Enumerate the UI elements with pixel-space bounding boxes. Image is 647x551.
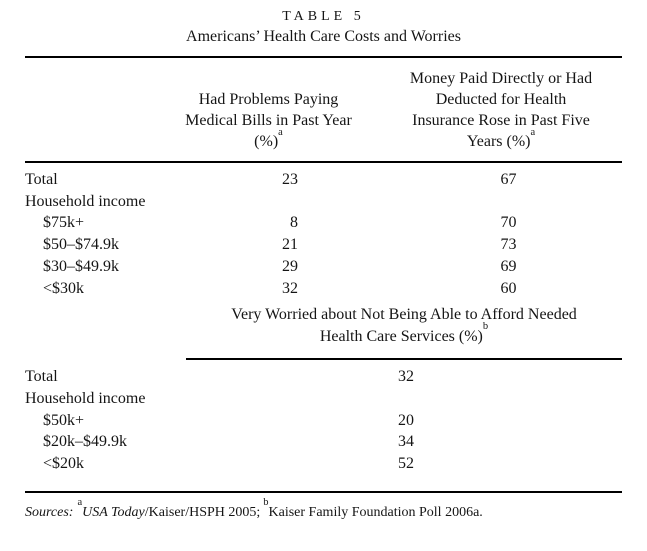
cell-value: 52 bbox=[398, 455, 414, 473]
cell-value: 73 bbox=[500, 236, 517, 254]
table-row: $30–$49.9k 29 69 bbox=[25, 256, 622, 278]
cell-value: 67 bbox=[500, 171, 517, 188]
table-row: Household income bbox=[25, 191, 622, 213]
source-a-title: USA Today bbox=[82, 504, 145, 520]
table-title: Americans’ Health Care Costs and Worries bbox=[186, 28, 461, 45]
row-label: Household income bbox=[25, 192, 146, 210]
cell-value: 8 bbox=[290, 214, 298, 232]
section-header-worried: Very Worried about Not Being Able to Aff… bbox=[231, 306, 577, 345]
column-header-medical-bills: Had Problems Paying Medical Bills in Pas… bbox=[185, 91, 352, 150]
table-row: <$20k 52 bbox=[25, 453, 622, 475]
table-row: Household income bbox=[25, 388, 622, 410]
table-row: <$30k 32 60 bbox=[25, 278, 622, 300]
table-row: $50k+ 20 bbox=[25, 410, 622, 432]
cell-value bbox=[185, 191, 390, 213]
column-header-row: Had Problems Paying Medical Bills in Pas… bbox=[25, 58, 622, 161]
section-worried: Total 32 Household income $50k+ 20 $20k–… bbox=[25, 360, 622, 475]
bottom-rule bbox=[25, 490, 622, 493]
cell-value: 32 bbox=[398, 368, 414, 386]
row-label: $75k+ bbox=[43, 214, 85, 232]
table-caption: TABLE 5 Americans’ Health Care Costs and… bbox=[0, 0, 647, 48]
row-label: <$30k bbox=[43, 279, 85, 297]
row-label: $50k+ bbox=[43, 411, 85, 429]
footnote-marker-a: a bbox=[278, 126, 283, 138]
cell-value: 70 bbox=[500, 214, 517, 232]
row-label: $30–$49.9k bbox=[43, 257, 119, 275]
source-a-rest: /Kaiser/HSPH 2005; bbox=[144, 504, 261, 520]
table-row: Total 32 bbox=[25, 366, 622, 388]
section-costs: Total 23 67 Household income $75k+ 8 70 … bbox=[25, 163, 622, 299]
table-row: Total 23 67 bbox=[25, 169, 622, 191]
footnote-marker-b: b bbox=[482, 321, 489, 333]
cell-value: 60 bbox=[500, 279, 517, 297]
top-rule bbox=[25, 56, 622, 58]
table: Had Problems Paying Medical Bills in Pas… bbox=[25, 56, 622, 493]
cell-value: 23 bbox=[282, 171, 298, 188]
cell-value: 20 bbox=[398, 411, 414, 429]
row-label: $50–$74.9k bbox=[43, 236, 119, 254]
header-rule bbox=[25, 161, 622, 163]
footnote-marker-b: b bbox=[263, 497, 269, 509]
footnote-marker-a: a bbox=[530, 126, 536, 138]
table-row: $20k–$49.9k 34 bbox=[25, 431, 622, 453]
cell-value: 34 bbox=[398, 433, 414, 451]
table-number: TABLE 5 bbox=[282, 9, 365, 24]
sources-label: Sources: bbox=[25, 504, 74, 520]
cell-value bbox=[390, 191, 622, 213]
row-label: <$20k bbox=[43, 455, 85, 473]
cell-value: 21 bbox=[282, 236, 298, 254]
sources-note: Sources:aUSA Today/Kaiser/HSPH 2005;bKai… bbox=[25, 497, 647, 522]
row-label: Household income bbox=[25, 389, 146, 407]
subheader-rule bbox=[186, 358, 622, 361]
cell-value: 29 bbox=[282, 257, 298, 275]
cell-value bbox=[185, 388, 622, 410]
table-row: $75k+ 8 70 bbox=[25, 212, 622, 234]
cell-value: 32 bbox=[282, 279, 298, 297]
row-label: Total bbox=[25, 171, 58, 188]
source-b: Kaiser Family Foundation Poll 2006a. bbox=[268, 504, 483, 520]
row-label: Total bbox=[25, 368, 58, 386]
cell-value: 69 bbox=[500, 257, 517, 275]
footnote-marker-a: a bbox=[77, 497, 83, 509]
table-row: $50–$74.9k 21 73 bbox=[25, 234, 622, 256]
row-label: $20k–$49.9k bbox=[43, 433, 127, 451]
column-header-insurance-rose: Money Paid Directly or Had Deducted for … bbox=[409, 70, 593, 150]
